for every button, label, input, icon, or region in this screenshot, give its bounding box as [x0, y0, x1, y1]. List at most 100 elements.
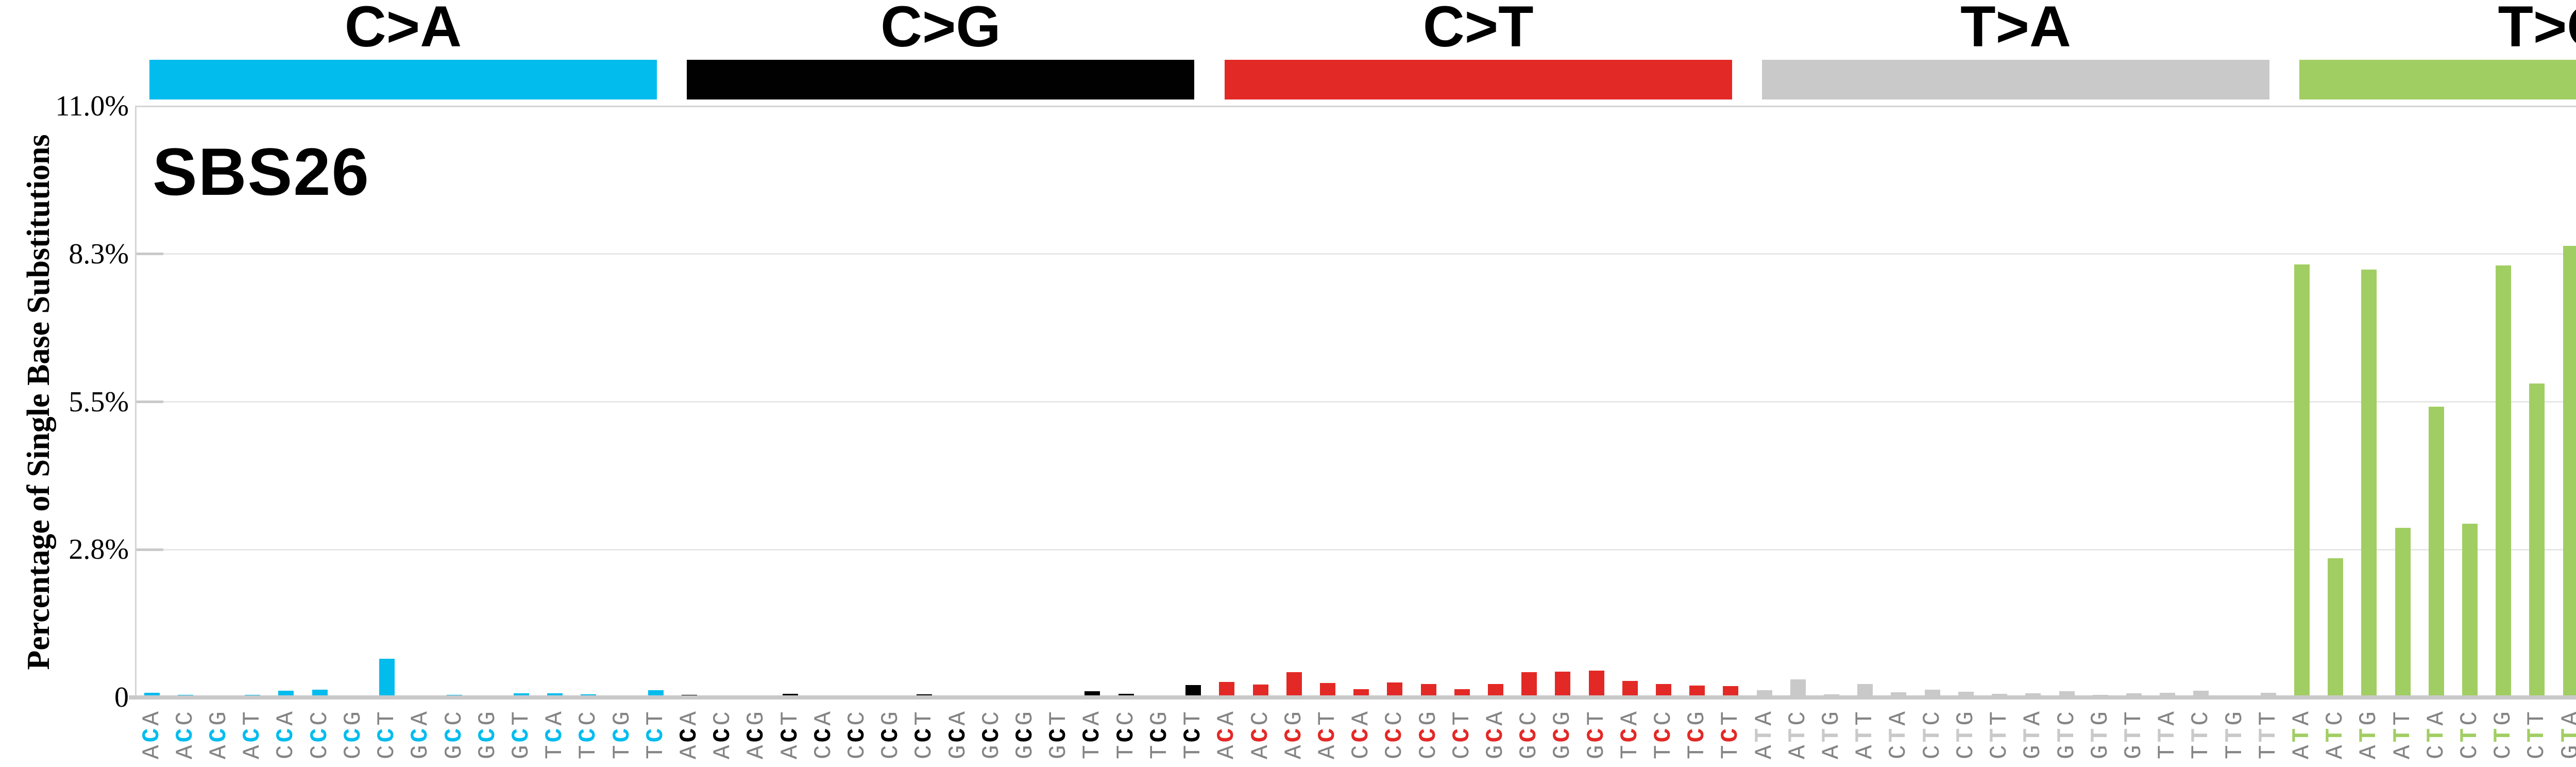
x-label-base-1: A	[2322, 745, 2349, 759]
x-label-mutated-base: C	[1415, 728, 1442, 743]
x-label-base-3: C	[844, 711, 871, 726]
x-label-base-3: T	[2523, 711, 2551, 726]
plot-left-border	[135, 106, 137, 697]
x-label-mutated-base: C	[709, 728, 737, 743]
x-label-base-1: G	[507, 745, 535, 759]
x-label-mutated-base: T	[2154, 728, 2181, 743]
x-label-mutated-base: C	[407, 728, 434, 743]
y-tick-label-0: 0	[114, 681, 129, 713]
x-label-mutated-base: C	[374, 728, 401, 743]
x-label-base-3: T	[507, 711, 535, 726]
x-label-base-1: C	[1952, 745, 1979, 759]
x-label-mutated-base: C	[1146, 728, 1173, 743]
x-label-base-3: G	[2087, 711, 2114, 726]
x-label-mutated-base: C	[541, 728, 569, 743]
gridline-2.8%	[135, 548, 2576, 551]
x-label-base-3: A	[2422, 711, 2450, 726]
x-label-mutated-base: C	[877, 728, 905, 743]
x-label-mutated-base: T	[2389, 728, 2416, 743]
x-label-base-3: C	[1516, 711, 1543, 726]
x-label-base-3: T	[374, 711, 401, 726]
x-label-base-3: C	[1112, 711, 1140, 726]
bar-T-C-ATC	[2328, 558, 2344, 697]
x-label-mutated-base: C	[1045, 728, 1073, 743]
x-label-mutated-base: C	[1314, 728, 1341, 743]
x-label-base-3: T	[1180, 711, 1207, 726]
x-label-base-3: A	[1482, 711, 1509, 726]
x-label-base-3: A	[138, 711, 165, 726]
class-band-C-G	[687, 60, 1195, 99]
x-label-mutated-base: T	[2053, 728, 2080, 743]
x-label-mutated-base: C	[810, 728, 837, 743]
x-label-base-3: G	[2355, 711, 2383, 726]
x-label-base-3: C	[2322, 711, 2349, 726]
x-label-mutated-base: T	[1885, 728, 1912, 743]
x-label-mutated-base: C	[1180, 728, 1207, 743]
x-label-base-1: G	[944, 745, 972, 759]
x-label-base-1: C	[810, 745, 837, 759]
y-tick-label-2.8%: 2.8%	[69, 533, 129, 566]
x-label-base-1: G	[1549, 745, 1577, 759]
bar-T-C-ATA	[2294, 264, 2310, 697]
x-label-mutated-base: C	[1684, 728, 1711, 743]
signature-title: SBS26	[152, 134, 370, 209]
x-label-mutated-base: C	[474, 728, 501, 743]
bar-T-A-TTT	[2260, 693, 2276, 697]
x-label-base-1: G	[2087, 745, 2114, 759]
x-label-base-3: T	[1986, 711, 2013, 726]
x-label-base-3: A	[2557, 711, 2576, 726]
bar-T-A-TTA	[2160, 693, 2176, 697]
x-label-base-1: T	[575, 745, 602, 759]
x-label-base-3: A	[1885, 711, 1912, 726]
x-label-mutated-base: T	[2087, 728, 2114, 743]
x-label-base-3: T	[911, 711, 938, 726]
tick-left-2.8%	[135, 548, 163, 551]
tick-left-5.5%	[135, 401, 163, 403]
x-label-base-3: G	[743, 711, 770, 726]
x-label-base-3: A	[1616, 711, 1643, 726]
x-label-base-3: A	[541, 711, 569, 726]
x-label-base-1: T	[1112, 745, 1140, 759]
bar-T-C-ATG	[2361, 270, 2377, 697]
x-label-mutated-base: C	[1717, 728, 1744, 743]
bar-C-T-GCC	[1521, 672, 1537, 697]
x-label-base-1: G	[2053, 745, 2080, 759]
x-label-base-3: A	[2288, 711, 2315, 726]
x-label-mutated-base: C	[1348, 728, 1375, 743]
x-label-base-3: G	[1146, 711, 1173, 726]
x-label-base-3: G	[1415, 711, 1442, 726]
tick-left-8.3%	[135, 253, 163, 256]
class-band-C-T	[1224, 60, 1732, 99]
x-label-mutated-base: C	[239, 728, 266, 743]
x-label-base-3: T	[1448, 711, 1476, 726]
x-label-base-1: A	[206, 745, 232, 759]
x-label-base-3: G	[1280, 711, 1308, 726]
x-label-base-1: C	[911, 745, 938, 759]
x-label-base-1: T	[2188, 745, 2215, 759]
x-label-mutated-base: T	[1919, 728, 1946, 743]
bar-T-A-ATT	[1857, 684, 1873, 697]
